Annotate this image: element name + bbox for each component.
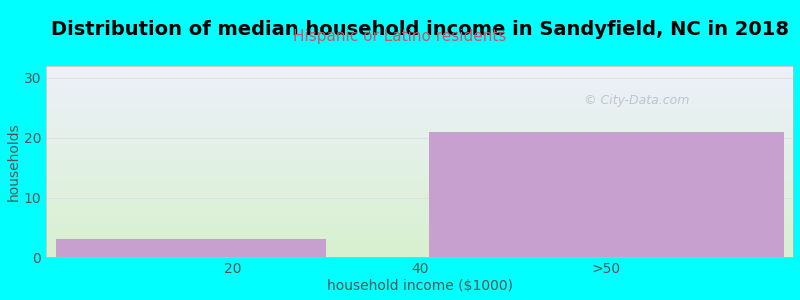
Bar — [55, 239, 326, 257]
Y-axis label: households: households — [7, 122, 21, 201]
X-axis label: household income ($1000): household income ($1000) — [326, 279, 513, 293]
Text: Hispanic or Latino residents: Hispanic or Latino residents — [294, 28, 506, 44]
Bar — [429, 132, 784, 257]
Title: Distribution of median household income in Sandyfield, NC in 2018: Distribution of median household income … — [50, 20, 789, 39]
Text: © City-Data.com: © City-Data.com — [584, 94, 690, 107]
